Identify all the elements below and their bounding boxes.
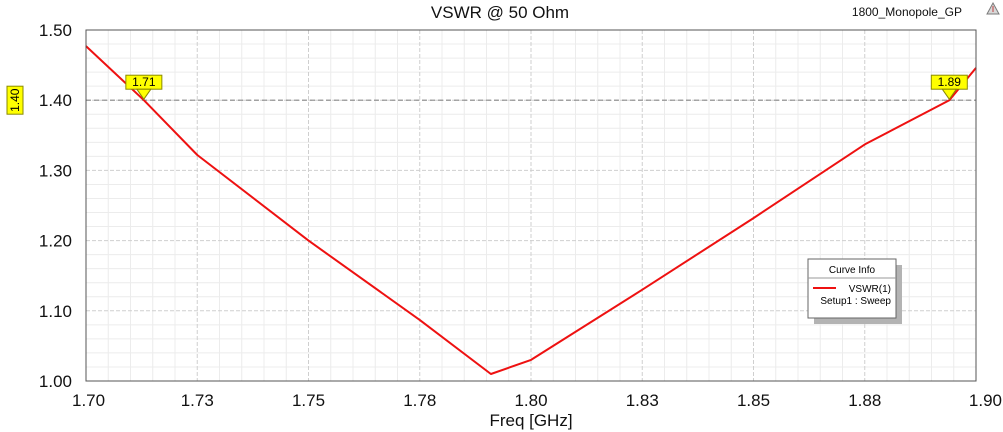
x-tick-label: 1.78 xyxy=(403,391,436,410)
marker-pointer-icon xyxy=(941,88,958,101)
y-tick-label: 1.20 xyxy=(39,232,72,251)
reference-label-text: 1.40 xyxy=(8,88,22,112)
axes: 1.70 1.73 1.75 1.78 1.80 1.83 1.85 1.88 1.90 1.00… xyxy=(39,21,1002,410)
y-tick-label: 1.30 xyxy=(39,161,72,180)
plot-frame xyxy=(85,29,977,382)
x-tick-label: 1.75 xyxy=(292,391,325,410)
y-tick-label: 1.10 xyxy=(39,302,72,321)
reference-label-box xyxy=(6,85,24,115)
y-tick-label: 1.40 xyxy=(39,91,72,110)
x-tick-label: 1.73 xyxy=(181,391,214,410)
marker[interactable]: 1.89 xyxy=(930,74,968,101)
y-tick-label: 1.50 xyxy=(39,21,72,40)
x-tick-label: 1.90 xyxy=(969,391,1002,410)
reference-line-label[interactable]: 1.40 xyxy=(6,85,24,115)
chart-title: VSWR @ 50 Ohm xyxy=(431,3,569,22)
marker[interactable]: 1.71 xyxy=(125,74,163,101)
series-line-vswr[interactable] xyxy=(85,45,977,375)
legend-title: Curve Info xyxy=(829,265,876,276)
y-tick-label: 1.00 xyxy=(39,372,72,391)
x-axis-label: Freq [GHz] xyxy=(489,411,572,430)
marker-label-text: 1.71 xyxy=(132,75,156,89)
x-tick-label: 1.83 xyxy=(626,391,659,410)
legend-entry: VSWR(1) xyxy=(849,284,891,295)
marker-label-text: 1.89 xyxy=(938,75,962,89)
legend[interactable]: Curve Info VSWR(1) Setup1 : Sweep xyxy=(807,258,902,324)
reference-line: 1.40 xyxy=(6,85,976,115)
legend-subtext: Setup1 : Sweep xyxy=(820,296,891,307)
project-name: 1800_Monopole_GP xyxy=(852,5,962,19)
x-tick-label: 1.85 xyxy=(737,391,770,410)
marker-pointer-icon xyxy=(135,88,152,101)
markers-layer: 1.71 1.89 xyxy=(125,74,968,101)
ansys-logo-icon[interactable] xyxy=(986,1,1000,15)
x-tick-label: 1.80 xyxy=(514,391,547,410)
grid xyxy=(85,29,977,382)
x-tick-label: 1.88 xyxy=(848,391,881,410)
x-tick-label: 1.70 xyxy=(72,391,105,410)
